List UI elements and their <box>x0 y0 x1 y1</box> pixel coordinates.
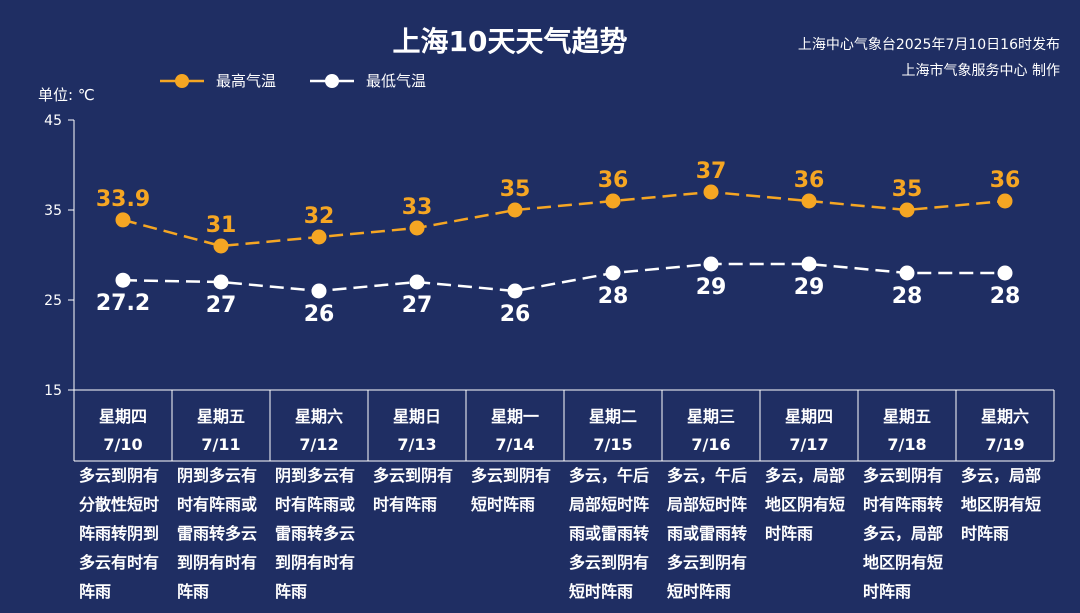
day-date: 7/12 <box>299 435 338 454</box>
day-weekday: 星期四 <box>785 407 833 426</box>
high-temp-label: 36 <box>598 168 629 193</box>
high-temp-label: 32 <box>304 204 335 229</box>
weather-description: 多云，局部地区阴有短时阵雨 <box>765 466 846 543</box>
day-date: 7/11 <box>201 435 240 454</box>
high-temp-point <box>801 193 817 209</box>
weather-description: 多云到阴有短时阵雨 <box>471 466 552 514</box>
y-tick-label: 35 <box>44 203 62 219</box>
low-temp-point <box>213 274 229 290</box>
low-temp-label: 28 <box>990 284 1021 309</box>
high-temp-point <box>997 193 1013 209</box>
low-temp-label: 26 <box>304 302 335 327</box>
low-temp-label: 26 <box>500 302 531 327</box>
day-weekday: 星期二 <box>589 407 637 426</box>
day-weekday: 星期五 <box>197 407 245 426</box>
low-temp-label: 28 <box>598 284 629 309</box>
page-title: 上海10天天气趋势 <box>392 25 628 58</box>
day-date: 7/17 <box>789 435 828 454</box>
y-tick-label: 15 <box>44 383 62 399</box>
low-temp-point <box>507 283 523 299</box>
high-temp-point <box>899 202 915 218</box>
low-temp-label: 27.2 <box>96 291 150 316</box>
low-temp-point <box>899 265 915 281</box>
day-date: 7/13 <box>397 435 436 454</box>
high-temp-point <box>311 229 327 245</box>
day-date: 7/19 <box>985 435 1024 454</box>
low-temp-point <box>311 283 327 299</box>
high-temp-label: 35 <box>500 177 531 202</box>
day-weekday: 星期一 <box>491 407 539 426</box>
day-weekday: 星期六 <box>295 407 343 426</box>
day-weekday: 星期日 <box>393 407 441 426</box>
high-temp-point <box>507 202 523 218</box>
y-tick-label: 25 <box>44 293 62 309</box>
low-temp-label: 27 <box>402 293 433 318</box>
low-temp-point <box>703 256 719 272</box>
day-weekday: 星期三 <box>687 407 735 426</box>
producer-line: 上海市气象服务中心 制作 <box>901 63 1060 79</box>
issuer-line: 上海中心气象台2025年7月10日16时发布 <box>797 37 1060 53</box>
weather-description: 多云到阴有时有阵雨转多云，局部地区阴有短时阵雨 <box>863 466 944 601</box>
weather-description: 多云，午后局部短时阵雨或雷雨转多云到阴有短时阵雨 <box>569 466 650 601</box>
unit-label: 单位: ℃ <box>38 86 95 104</box>
low-temp-point <box>409 274 425 290</box>
legend-low-label: 最低气温 <box>366 72 427 90</box>
day-weekday: 星期四 <box>99 407 147 426</box>
high-temp-point <box>605 193 621 209</box>
low-temp-point <box>801 256 817 272</box>
high-temp-label: 36 <box>990 168 1021 193</box>
day-weekday: 星期六 <box>981 407 1029 426</box>
legend-low: 最低气温 <box>310 70 426 91</box>
low-temp-line <box>122 262 1005 293</box>
high-temp-label: 35 <box>892 177 923 202</box>
high-temp-point <box>409 220 425 236</box>
weather-description: 多云，午后局部短时阵雨或雷雨转多云到阴有短时阵雨 <box>667 466 748 601</box>
y-tick-label: 45 <box>44 113 62 129</box>
day-date: 7/18 <box>887 435 926 454</box>
high-temp-point <box>115 212 131 228</box>
high-temp-label: 33 <box>402 195 433 220</box>
day-weekday: 星期五 <box>883 407 931 426</box>
high-temp-label: 36 <box>794 168 825 193</box>
low-temp-label: 27 <box>206 293 237 318</box>
legend-high-marker-icon <box>160 73 204 88</box>
weather-description: 多云到阴有分散性短时阵雨转阴到多云有时有阵雨 <box>79 466 160 601</box>
high-temp-line <box>122 190 1006 248</box>
weather-description: 阴到多云有时有阵雨或雷雨转多云到阴有时有阵雨 <box>275 466 356 601</box>
high-temp-point <box>213 238 229 254</box>
low-temp-point <box>605 265 621 281</box>
day-date: 7/10 <box>103 435 142 454</box>
high-temp-label: 31 <box>206 213 237 238</box>
weather-description: 阴到多云有时有阵雨或雷雨转多云到阴有时有阵雨 <box>177 466 258 601</box>
day-date: 7/14 <box>495 435 534 454</box>
low-temp-label: 29 <box>696 275 727 300</box>
day-date: 7/15 <box>593 435 632 454</box>
day-date: 7/16 <box>691 435 730 454</box>
weather-description: 多云到阴有时有阵雨 <box>373 466 454 514</box>
low-temp-point <box>997 265 1013 281</box>
legend-low-marker-icon <box>310 73 354 88</box>
high-temp-label: 33.9 <box>96 187 150 212</box>
low-temp-label: 29 <box>794 275 825 300</box>
legend-high: 最高气温 <box>160 70 276 91</box>
low-temp-point <box>115 272 131 288</box>
legend-high-label: 最高气温 <box>216 72 277 90</box>
low-temp-label: 28 <box>892 284 923 309</box>
high-temp-label: 37 <box>696 159 727 184</box>
weather-description: 多云，局部地区阴有短时阵雨 <box>961 466 1042 543</box>
high-temp-point <box>703 184 719 200</box>
